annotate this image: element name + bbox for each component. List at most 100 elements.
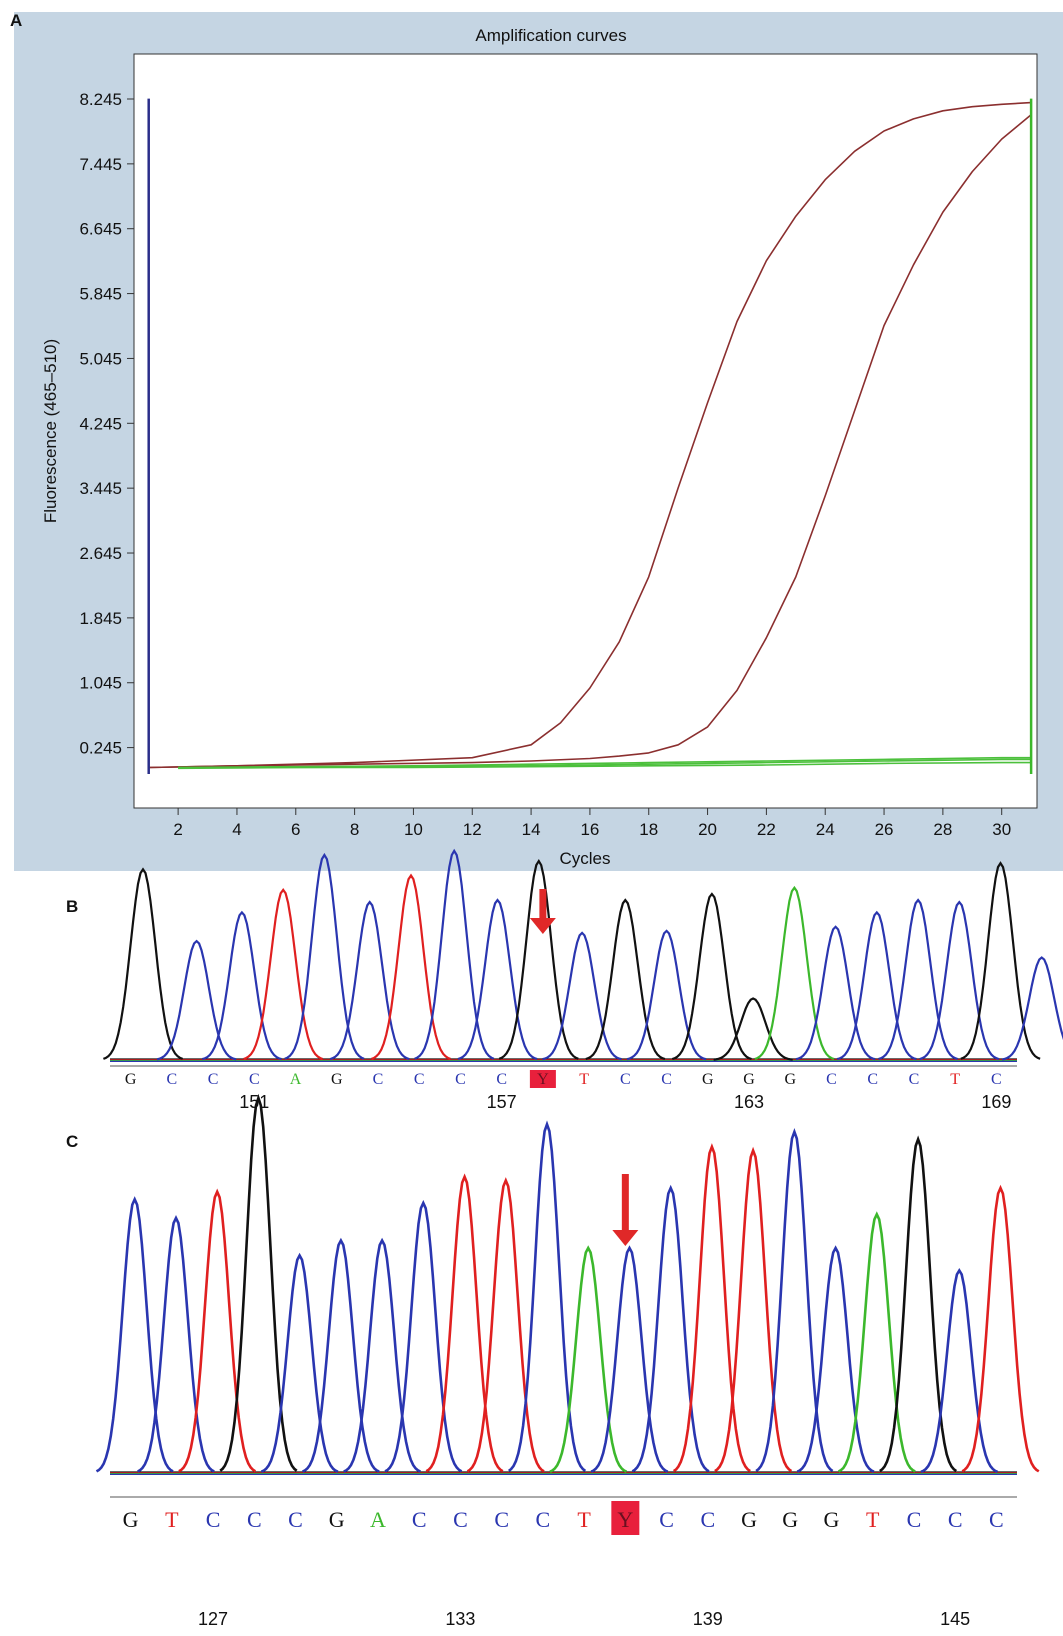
base-letter: C: [700, 1507, 715, 1532]
y-axis: 0.245 1.045 1.845 2.645 3.445 4.245 5.045 5.845…: [79, 90, 134, 758]
base-letter: C: [412, 1507, 427, 1532]
x-axis-label: Cycles: [559, 849, 610, 868]
base-letter: T: [165, 1507, 179, 1532]
position-label: 169: [981, 1092, 1011, 1112]
y-tick-label: 8.245: [79, 90, 122, 109]
series-line-3: [178, 756, 1032, 769]
x-tick-label: 10: [404, 820, 423, 839]
base-letter: A: [370, 1507, 386, 1532]
x-tick-label: 4: [232, 820, 241, 839]
chromatogram-peak: [672, 1143, 751, 1473]
chromatogram-peak: [95, 1196, 174, 1473]
amplification-series: [147, 98, 1033, 774]
base-letter: T: [577, 1507, 591, 1532]
chromatogram-peak: [329, 900, 410, 1061]
x-tick-label: 14: [522, 820, 541, 839]
x-tick-label: 8: [350, 820, 359, 839]
chromatogram-peak: [590, 1245, 669, 1473]
base-letter: G: [331, 1071, 343, 1088]
chromatogram-peak: [507, 1120, 587, 1472]
base-letter: C: [247, 1507, 262, 1532]
x-tick-label: 16: [580, 820, 599, 839]
chromatogram-peak: [302, 1237, 380, 1473]
base-letter: C: [826, 1071, 837, 1088]
base-letter: G: [329, 1507, 345, 1532]
chromatogram-peak: [671, 892, 752, 1061]
base-letter: C: [288, 1507, 303, 1532]
base-letter: T: [950, 1071, 960, 1088]
series-line-2: [148, 114, 1032, 769]
y-tick-label: 4.245: [79, 414, 122, 433]
chromatogram-peak: [414, 848, 495, 1060]
base-letter: C: [414, 1071, 425, 1088]
variant-arrow-head: [529, 918, 556, 934]
base-letter: C: [536, 1507, 551, 1532]
base-letter: T: [579, 1071, 589, 1088]
x-tick-label: 12: [463, 820, 482, 839]
chromatogram-peak: [102, 867, 184, 1060]
base-letter: C: [494, 1507, 509, 1532]
x-axis: 2 4 6 8 10 12 14 16 18 20 22 24 26 28 30: [173, 808, 1011, 839]
base-letter: G: [123, 1507, 139, 1532]
y-tick-label: 1.045: [79, 674, 122, 693]
base-letter: Y: [537, 1071, 549, 1088]
base-letter: G: [743, 1071, 755, 1088]
chromatogram-peak: [178, 1188, 257, 1473]
x-tick-label: 6: [291, 820, 300, 839]
base-letter: C: [989, 1507, 1004, 1532]
base-letter: G: [824, 1507, 840, 1532]
base-letter: C: [661, 1071, 672, 1088]
chromatogram-peak: [919, 900, 1000, 1061]
base-letter: C: [659, 1507, 674, 1532]
base-letter: C: [948, 1507, 963, 1532]
chromatogram-peak: [371, 873, 451, 1060]
position-label: 163: [734, 1092, 764, 1112]
chromatogram-peak: [754, 885, 835, 1061]
base-letter: C: [496, 1071, 507, 1088]
panel-a-letter: A: [10, 11, 22, 30]
chromatogram-peak: [219, 1093, 298, 1472]
base-letter: G: [741, 1507, 757, 1532]
chromatogram-peak: [260, 1252, 339, 1473]
chromatogram-peak: [714, 1146, 793, 1473]
y-tick-label: 7.445: [79, 155, 122, 174]
chromatogram-peak: [202, 910, 282, 1061]
y-tick-label: 5.045: [79, 349, 122, 368]
x-tick-label: 22: [757, 820, 776, 839]
position-label: 139: [693, 1609, 723, 1629]
chromatogram-peak: [920, 1267, 998, 1473]
base-letter: G: [702, 1071, 714, 1088]
base-letter: Y: [617, 1507, 633, 1532]
y-tick-label: 1.845: [79, 609, 122, 628]
chromatogram-peak: [284, 852, 365, 1060]
base-letter: C: [620, 1071, 631, 1088]
series-line-1: [148, 101, 1032, 769]
chromatogram-peak: [755, 1127, 834, 1473]
chromatogram-peak: [961, 1184, 1040, 1473]
chromatogram-peak: [1001, 956, 1063, 1061]
chromatogram-peak: [425, 1173, 504, 1473]
base-letter: C: [453, 1507, 468, 1532]
chromatogram-peak: [713, 997, 793, 1061]
chromatogram-peak: [960, 861, 1041, 1060]
x-tick-label: 2: [173, 820, 182, 839]
y-tick-label: 5.845: [79, 285, 122, 304]
chromatogram-peak: [243, 888, 324, 1061]
base-letter: G: [782, 1507, 798, 1532]
chromatogram-peak: [796, 1245, 875, 1473]
y-tick-label: 2.645: [79, 544, 122, 563]
x-tick-label: 30: [992, 820, 1011, 839]
panel-c-letter: C: [66, 1132, 78, 1151]
chromatogram-peak: [631, 1184, 710, 1473]
chromatogram-peak: [384, 1199, 463, 1473]
base-letter: C: [206, 1507, 221, 1532]
y-tick-label: 6.645: [79, 220, 122, 239]
position-label: 145: [940, 1609, 970, 1629]
chromatogram-peak: [549, 1245, 628, 1473]
base-letter: A: [290, 1071, 302, 1088]
chromatogram-peak: [343, 1237, 421, 1473]
chromatogram-peak: [457, 898, 538, 1061]
